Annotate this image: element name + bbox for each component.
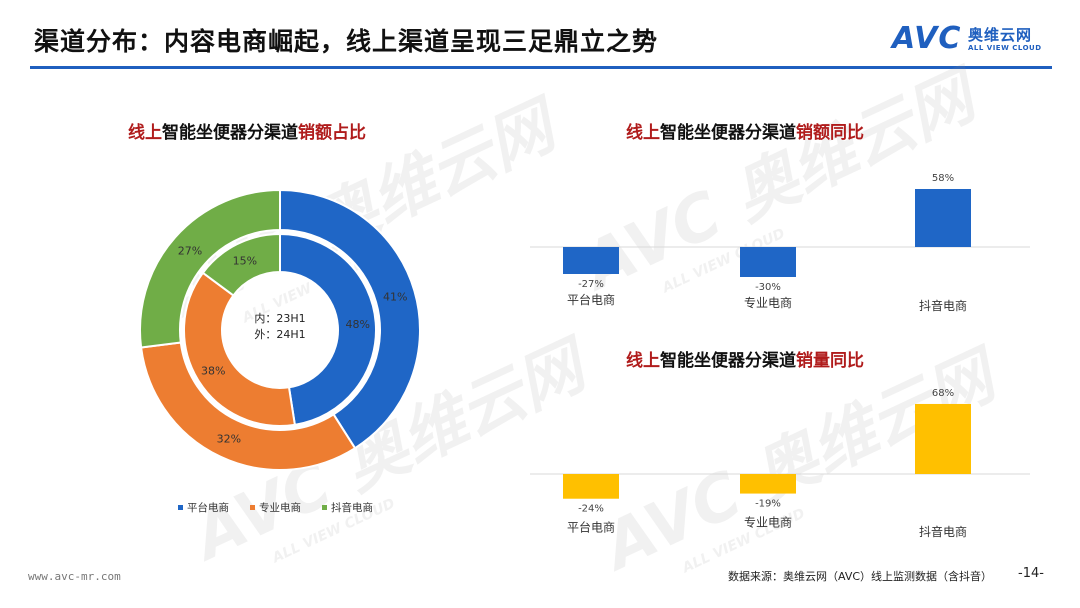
inner-slice-label: 48% xyxy=(346,318,370,331)
bar-value-label: -24% xyxy=(578,504,604,515)
data-source-note: 数据来源：奥维云网（AVC）线上监测数据（含抖音） xyxy=(728,570,993,583)
channel-share-donut-chart: 41% 32% 27% 48% 38% 15% 内：23H1 外：24H1 平台电商 专业电… xyxy=(139,188,421,514)
bar-1 xyxy=(563,474,619,499)
bar-1 xyxy=(563,247,619,274)
page-number: -14- xyxy=(1018,566,1044,581)
title-divider xyxy=(30,66,1052,69)
sales-value-yoy-bar-chart: -27% 平台电商 -30% 专业电商 58% 抖音电商 xyxy=(530,173,1030,313)
bar-2 xyxy=(740,474,796,494)
bar-value-label: 68% xyxy=(932,388,954,399)
outer-ring-slice-1 xyxy=(279,188,421,450)
bar-3 xyxy=(915,403,971,474)
outer-slice-label: 41% xyxy=(383,291,407,304)
donut-chart-title: 线上智能坐便器分渠道销额占比 xyxy=(128,123,366,143)
legend-swatch xyxy=(250,505,255,510)
legend-swatch xyxy=(322,505,327,510)
bar-3 xyxy=(915,189,971,247)
inner-ring-slice-3 xyxy=(201,232,281,297)
inner-ring-slice-1 xyxy=(279,232,377,426)
donut-center-inner-label: 内：23H1 xyxy=(254,311,305,325)
avc-logo: AVC 奥维云网 ALL VIEW CLOUD xyxy=(892,21,1062,60)
logo-english-name: ALL VIEW CLOUD xyxy=(968,44,1042,52)
bar-value-label: -19% xyxy=(755,499,781,510)
category-label: 抖音电商 xyxy=(919,524,967,539)
legend-label: 平台电商 xyxy=(187,501,229,514)
sales-volume-yoy-title: 线上智能坐便器分渠道销量同比 xyxy=(626,351,864,371)
category-label: 平台电商 xyxy=(567,520,615,535)
inner-slice-label: 38% xyxy=(201,364,225,377)
inner-slice-label: 15% xyxy=(233,254,257,267)
outer-slice-label: 32% xyxy=(217,433,241,446)
category-label: 专业电商 xyxy=(744,515,792,530)
logo-mark: AVC xyxy=(892,21,962,56)
category-label: 平台电商 xyxy=(567,292,615,307)
bar-2 xyxy=(740,247,796,277)
sales-value-yoy-title: 线上智能坐便器分渠道销额同比 xyxy=(626,123,864,143)
bar-value-label: 58% xyxy=(932,173,954,184)
website-url: www.avc-mr.com xyxy=(28,570,121,583)
bar-value-label: -27% xyxy=(578,279,604,290)
legend-label: 抖音电商 xyxy=(331,501,373,514)
outer-ring-slice-3 xyxy=(139,188,281,349)
bar-value-label: -30% xyxy=(755,282,781,293)
page-title: 渠道分布：内容电商崛起，线上渠道呈现三足鼎立之势 xyxy=(34,27,659,56)
legend-label: 专业电商 xyxy=(259,501,301,514)
logo-chinese-name: 奥维云网 xyxy=(968,26,1033,44)
category-label: 抖音电商 xyxy=(919,298,967,313)
inner-ring-slice-2 xyxy=(183,271,297,427)
legend-swatch xyxy=(178,505,183,510)
category-label: 专业电商 xyxy=(744,295,792,310)
sales-volume-yoy-bar-chart: -24% 平台电商 -19% 专业电商 68% 抖音电商 xyxy=(530,388,1030,539)
outer-slice-label: 27% xyxy=(178,245,202,258)
donut-center-outer-label: 外：24H1 xyxy=(254,328,305,341)
